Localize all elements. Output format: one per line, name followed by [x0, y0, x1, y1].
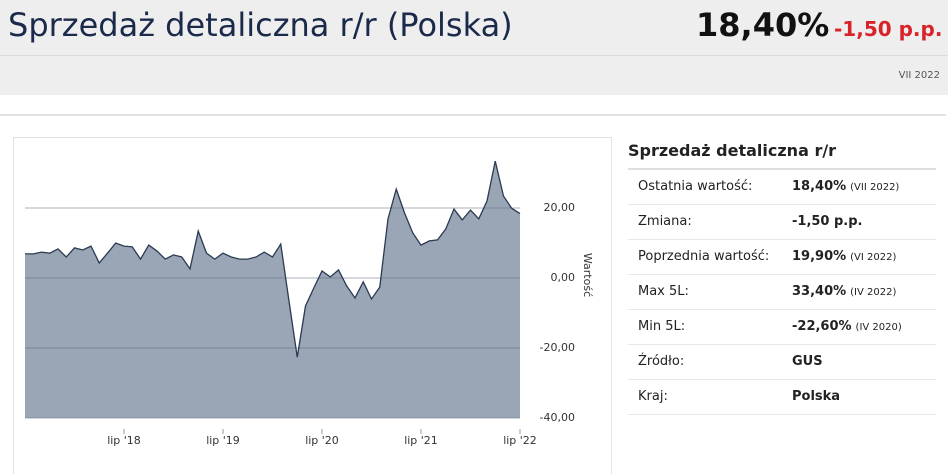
x-tick-label: lip '18	[107, 434, 141, 447]
y-tick-label: -20,00	[540, 341, 575, 354]
value-text: GUS	[792, 354, 823, 369]
row-label: Zmiana:	[638, 214, 692, 229]
table-row: Zmiana: -1,50 p.p.	[628, 205, 936, 240]
x-tick-label: lip '22	[503, 434, 537, 447]
row-note: (VI 2022)	[850, 252, 897, 263]
table-body: Ostatnia wartość: 18,40% (VII 2022) Zmiana:…	[628, 170, 936, 415]
row-value: 19,90% (VI 2022)	[792, 240, 896, 275]
x-tick-label: lip '19	[206, 434, 240, 447]
row-note: (IV 2022)	[850, 287, 897, 298]
value-text: -1,50 p.p.	[792, 214, 863, 229]
table-title: Sprzedaż detaliczna r/r	[628, 138, 936, 170]
chart: Wartość -40,00 -20,00 0,00 20,00 lip '18 lip …	[13, 137, 612, 474]
row-value: 33,40% (IV 2022)	[792, 275, 896, 310]
value-text: 18,40%	[792, 179, 847, 194]
panel	[0, 114, 946, 476]
row-label: Min 5L:	[638, 319, 686, 334]
row-value: 18,40% (VII 2022)	[792, 170, 899, 205]
y-tick-label: -40,00	[540, 411, 575, 424]
value-text: Polska	[792, 389, 841, 404]
chart-frame	[13, 137, 612, 474]
x-tick-label: lip '21	[404, 434, 438, 447]
row-note: (VII 2022)	[850, 182, 900, 193]
x-tick-label: lip '20	[305, 434, 339, 447]
table-row: Poprzednia wartość: 19,90% (VI 2022)	[628, 240, 936, 275]
value-text: 33,40%	[792, 284, 847, 299]
divider	[0, 55, 948, 56]
date: VII 2022	[898, 70, 940, 81]
row-label: Źródło:	[638, 354, 685, 369]
row-label: Kraj:	[638, 389, 668, 404]
value-text: -22,60%	[792, 319, 852, 334]
current-value: 18,40%	[696, 6, 830, 44]
table-row: Max 5L: 33,40% (IV 2022)	[628, 275, 936, 310]
y-tick-label: 20,00	[544, 201, 576, 214]
table-row: Kraj: Polska	[628, 380, 936, 415]
row-label: Max 5L:	[638, 284, 689, 299]
table-row: Ostatnia wartość: 18,40% (VII 2022)	[628, 170, 936, 205]
change: -1,50 p.p.	[834, 17, 943, 41]
row-value: -1,50 p.p.	[792, 205, 862, 239]
row-note: (IV 2020)	[855, 322, 902, 333]
row-label: Poprzednia wartość:	[638, 249, 770, 264]
title: Sprzedaż detaliczna r/r (Polska)	[8, 6, 513, 44]
row-value: -22,60% (IV 2020)	[792, 310, 902, 345]
info-table: Sprzedaż detaliczna r/r Ostatnia wartość…	[628, 138, 936, 415]
y-tick-label: 0,00	[551, 271, 576, 284]
value-text: 19,90%	[792, 249, 847, 264]
table-row: Min 5L: -22,60% (IV 2020)	[628, 310, 936, 345]
line	[25, 160, 521, 358]
row-value: Polska	[792, 380, 840, 414]
header: Sprzedaż detaliczna r/r (Polska) 18,40% …	[0, 0, 948, 95]
row-value: GUS	[792, 345, 823, 379]
area	[25, 161, 520, 418]
table-row: Źródło: GUS	[628, 345, 936, 380]
row-label: Ostatnia wartość:	[638, 179, 753, 194]
y-axis-title: Wartość	[581, 253, 594, 297]
